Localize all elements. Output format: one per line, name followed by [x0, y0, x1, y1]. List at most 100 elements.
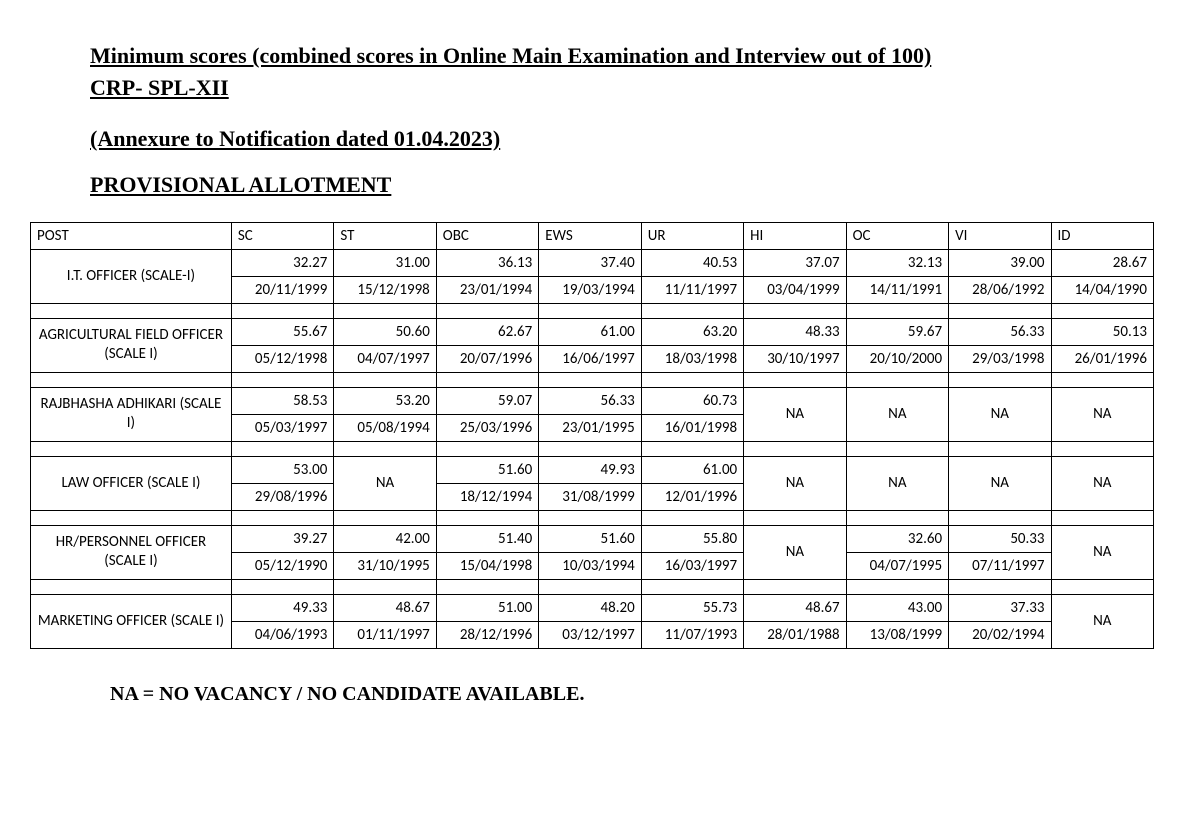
score-cell: 59.07 — [436, 387, 538, 414]
score-cell: 37.33 — [949, 594, 1051, 621]
score-cell: 56.33 — [949, 318, 1051, 345]
table-row: AGRICULTURAL FIELD OFFICER (SCALE I)55.6… — [31, 318, 1154, 345]
table-row: I.T. OFFICER (SCALE-I)32.2731.0036.1337.… — [31, 249, 1154, 276]
na-cell: NA — [744, 525, 846, 579]
score-cell: 61.00 — [539, 318, 641, 345]
score-cell: 51.60 — [436, 456, 538, 483]
date-cell: 11/07/1993 — [641, 621, 743, 648]
score-cell: 32.60 — [846, 525, 948, 552]
date-cell: 10/03/1994 — [539, 552, 641, 579]
table-header-row: POSTSCSTOBCEWSURHIOCVIID — [31, 222, 1154, 249]
date-cell: 12/01/1996 — [641, 483, 743, 510]
table-row: MARKETING OFFICER (SCALE I)49.3348.6751.… — [31, 594, 1154, 621]
date-cell: 15/04/1998 — [436, 552, 538, 579]
score-cell: 55.73 — [641, 594, 743, 621]
date-cell: 28/06/1992 — [949, 276, 1051, 303]
score-cell: 37.40 — [539, 249, 641, 276]
heading-line1: Minimum scores (combined scores in Onlin… — [90, 43, 931, 68]
score-cell: 53.00 — [231, 456, 333, 483]
date-cell: 20/07/1996 — [436, 345, 538, 372]
allotment-table: POSTSCSTOBCEWSURHIOCVIID I.T. OFFICER (S… — [30, 222, 1154, 649]
score-cell: 48.67 — [744, 594, 846, 621]
date-cell: 05/12/1998 — [231, 345, 333, 372]
date-cell: 31/08/1999 — [539, 483, 641, 510]
date-cell: 28/01/1988 — [744, 621, 846, 648]
table-row: HR/PERSONNEL OFFICER (SCALE I)39.2742.00… — [31, 525, 1154, 552]
date-cell: 04/06/1993 — [231, 621, 333, 648]
post-cell: MARKETING OFFICER (SCALE I) — [31, 594, 232, 648]
date-cell: 29/08/1996 — [231, 483, 333, 510]
score-cell: 42.00 — [334, 525, 436, 552]
score-cell: 43.00 — [846, 594, 948, 621]
post-cell: I.T. OFFICER (SCALE-I) — [31, 249, 232, 303]
na-cell: NA — [1051, 387, 1153, 441]
date-cell: 14/11/1991 — [846, 276, 948, 303]
date-cell: 20/02/1994 — [949, 621, 1051, 648]
na-cell: NA — [949, 456, 1051, 510]
date-cell: 16/03/1997 — [641, 552, 743, 579]
document-page: Minimum scores (combined scores in Onlin… — [0, 0, 1184, 736]
column-header: SC — [231, 222, 333, 249]
score-cell: 53.20 — [334, 387, 436, 414]
date-cell: 18/03/1998 — [641, 345, 743, 372]
date-cell: 16/06/1997 — [539, 345, 641, 372]
date-cell: 23/01/1994 — [436, 276, 538, 303]
date-cell: 28/12/1996 — [436, 621, 538, 648]
date-cell: 30/10/1997 — [744, 345, 846, 372]
date-cell: 25/03/1996 — [436, 414, 538, 441]
date-cell: 26/01/1996 — [1051, 345, 1153, 372]
score-cell: 50.33 — [949, 525, 1051, 552]
date-cell: 03/12/1997 — [539, 621, 641, 648]
score-cell: 36.13 — [436, 249, 538, 276]
date-cell: 23/01/1995 — [539, 414, 641, 441]
score-cell: 50.13 — [1051, 318, 1153, 345]
date-cell: 07/11/1997 — [949, 552, 1051, 579]
date-cell: 11/11/1997 — [641, 276, 743, 303]
date-cell: 05/03/1997 — [231, 414, 333, 441]
column-header: HI — [744, 222, 846, 249]
score-cell: 51.40 — [436, 525, 538, 552]
score-cell: 50.60 — [334, 318, 436, 345]
score-cell: 49.33 — [231, 594, 333, 621]
na-cell: NA — [334, 456, 436, 510]
score-cell: 48.20 — [539, 594, 641, 621]
score-cell: 61.00 — [641, 456, 743, 483]
date-cell: 13/08/1999 — [846, 621, 948, 648]
score-cell: 48.33 — [744, 318, 846, 345]
score-cell: 55.80 — [641, 525, 743, 552]
post-cell: AGRICULTURAL FIELD OFFICER (SCALE I) — [31, 318, 232, 372]
date-cell: 20/10/2000 — [846, 345, 948, 372]
column-header: UR — [641, 222, 743, 249]
column-header: VI — [949, 222, 1051, 249]
na-cell: NA — [1051, 525, 1153, 579]
column-header: OC — [846, 222, 948, 249]
score-cell: 37.07 — [744, 249, 846, 276]
date-cell: 31/10/1995 — [334, 552, 436, 579]
post-cell: LAW OFFICER (SCALE I) — [31, 456, 232, 510]
spacer-row — [31, 372, 1154, 387]
date-cell: 05/08/1994 — [334, 414, 436, 441]
spacer-row — [31, 510, 1154, 525]
score-cell: 32.13 — [846, 249, 948, 276]
post-cell: RAJBHASHA ADHIKARI (SCALE I) — [31, 387, 232, 441]
score-cell: 62.67 — [436, 318, 538, 345]
score-cell: 31.00 — [334, 249, 436, 276]
na-cell: NA — [1051, 456, 1153, 510]
score-cell: 40.53 — [641, 249, 743, 276]
date-cell: 19/03/1994 — [539, 276, 641, 303]
column-header: POST — [31, 222, 232, 249]
spacer-row — [31, 303, 1154, 318]
score-cell: 63.20 — [641, 318, 743, 345]
na-cell: NA — [744, 387, 846, 441]
column-header: OBC — [436, 222, 538, 249]
score-cell: 60.73 — [641, 387, 743, 414]
score-cell: 39.00 — [949, 249, 1051, 276]
column-header: ID — [1051, 222, 1153, 249]
na-cell: NA — [1051, 594, 1153, 648]
column-header: EWS — [539, 222, 641, 249]
score-cell: 49.93 — [539, 456, 641, 483]
score-cell: 58.53 — [231, 387, 333, 414]
date-cell: 04/07/1995 — [846, 552, 948, 579]
heading-line2: CRP- SPL-XII — [90, 75, 229, 100]
date-cell: 05/12/1990 — [231, 552, 333, 579]
